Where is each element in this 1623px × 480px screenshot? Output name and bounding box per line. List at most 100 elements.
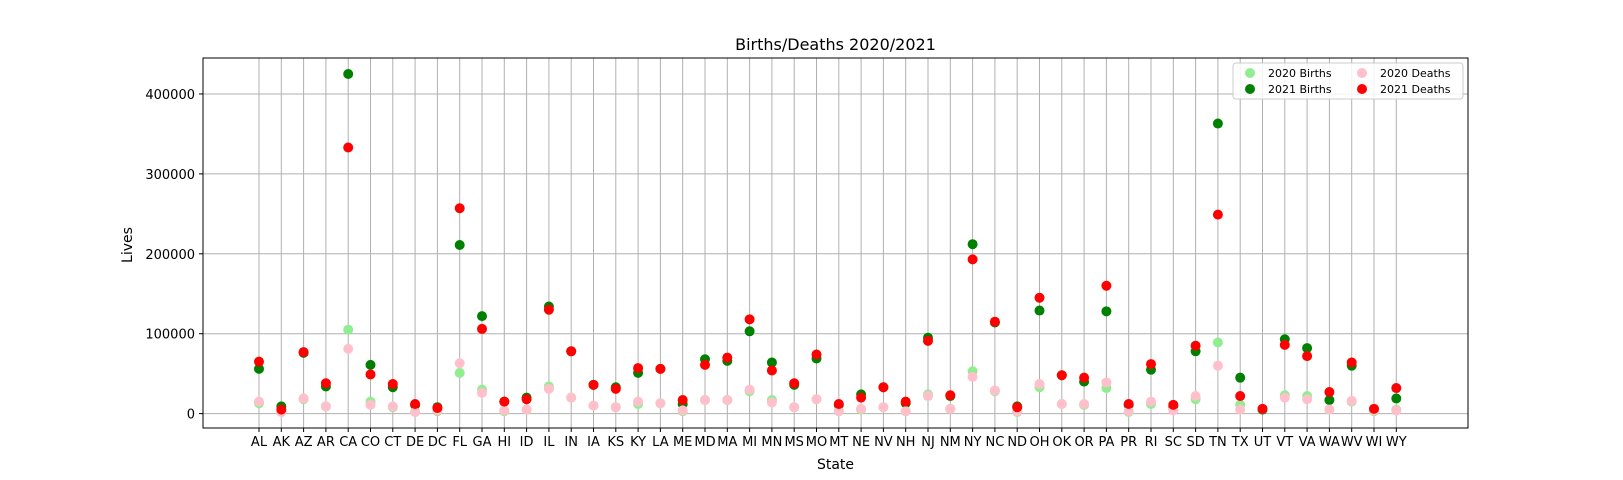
point-2020-deaths [1123,406,1134,417]
point-2020-deaths [789,402,800,413]
x-tick-label: CT [384,435,401,450]
x-tick-label: SD [1186,435,1204,450]
x-tick-label: DC [428,435,447,450]
point-2021-births [967,239,978,250]
point-2021-deaths [610,383,621,394]
point-2021-deaths [298,347,309,358]
point-2021-deaths [1346,357,1357,368]
point-2020-deaths [477,387,487,398]
point-2021-deaths [254,356,264,367]
point-2020-deaths [1212,360,1223,371]
x-tick-label: NH [896,435,916,450]
x-axis-label: State [817,457,854,473]
point-2020-births [454,367,465,378]
point-2020-deaths [722,395,733,406]
point-2020-deaths [543,383,554,394]
point-2021-deaths [343,142,354,153]
point-2021-deaths [276,404,287,415]
point-2021-deaths [499,396,510,407]
x-tick-label: FL [452,435,467,450]
point-2021-deaths [365,369,376,380]
point-2020-deaths [1302,394,1313,405]
point-2020-deaths [856,403,867,414]
point-2021-births [477,311,487,322]
point-2020-deaths [566,392,577,403]
point-2021-deaths [477,323,487,334]
point-2021-deaths [1146,359,1156,370]
x-tick-label: OR [1074,435,1093,450]
point-2020-deaths [610,402,621,413]
x-tick-label: NM [940,435,961,450]
data-points [254,68,1402,418]
point-2020-deaths [254,396,264,407]
legend-marker-2020-deaths [1357,68,1367,78]
y-tick-label: 0 [187,408,195,423]
point-2020-deaths [833,406,844,417]
point-2021-deaths [766,365,777,376]
x-tick-label: WY [1386,435,1407,450]
point-2021-deaths [811,349,822,360]
point-2020-deaths [967,371,978,382]
x-tick-label: MT [829,435,848,450]
x-tick-label: HI [497,435,511,450]
x-tick-label: TX [1231,435,1249,450]
point-2020-deaths [744,384,755,395]
point-2021-deaths [454,203,465,214]
point-2021-deaths [1257,403,1268,414]
point-2020-deaths [1279,392,1290,403]
x-tick-label: NE [852,435,870,450]
point-2021-births [1324,395,1335,406]
point-2021-deaths [432,403,443,414]
legend-label-2021-deaths: 2021 Deaths [1380,83,1451,96]
x-tick-label: MS [784,435,803,450]
point-2020-deaths [945,403,956,414]
point-2021-deaths [1369,403,1379,414]
point-2021-births [343,68,354,79]
x-tick-label: CA [339,435,357,450]
x-tick-label: PA [1098,435,1114,450]
x-tick-label: ME [673,435,692,450]
x-tick-label: NV [874,435,893,450]
point-2020-deaths [989,385,1000,396]
point-2021-births [1034,305,1045,316]
x-tick-label: MA [717,435,737,450]
point-2020-deaths [1101,377,1112,388]
x-tick-label: MD [694,435,715,450]
point-2021-deaths [521,394,532,405]
x-tick-label: IN [564,435,578,450]
point-2020-deaths [700,395,710,406]
point-2020-deaths [1034,379,1045,390]
x-tick-label: IA [587,435,600,450]
point-2020-deaths [454,358,465,369]
point-2020-deaths [1324,404,1335,415]
point-2020-deaths [1056,399,1067,410]
x-tick-label: ID [520,435,534,450]
legend-marker-2020-births [1245,68,1255,78]
point-2021-deaths [789,378,800,389]
point-2021-births [454,239,465,250]
point-2021-deaths [655,363,666,374]
point-2020-deaths [1146,396,1156,407]
x-tick-label: VA [1299,435,1316,450]
legend-box [1232,62,1464,100]
x-tick-label: SC [1165,435,1182,450]
x-tick-label: LA [652,435,669,450]
chart-title: Births/Deaths 2020/2021 [735,35,936,54]
point-2021-births [744,326,755,337]
plot-frame [202,57,1469,429]
point-2021-deaths [923,335,933,346]
x-tick-label: AK [273,435,291,450]
point-2020-deaths [677,405,688,416]
point-2021-deaths [878,382,889,393]
x-tick-label: NY [964,435,982,450]
point-2021-births [1235,372,1246,383]
point-2020-deaths [1346,395,1357,406]
point-2021-deaths [856,392,867,403]
x-tick-label: PR [1120,435,1137,450]
y-tick-label: 400000 [145,88,195,103]
legend-label-2021-births: 2021 Births [1268,83,1332,96]
x-tick-label: UT [1254,435,1272,450]
x-tick-label: MI [742,435,757,450]
point-2021-births [1391,393,1402,404]
